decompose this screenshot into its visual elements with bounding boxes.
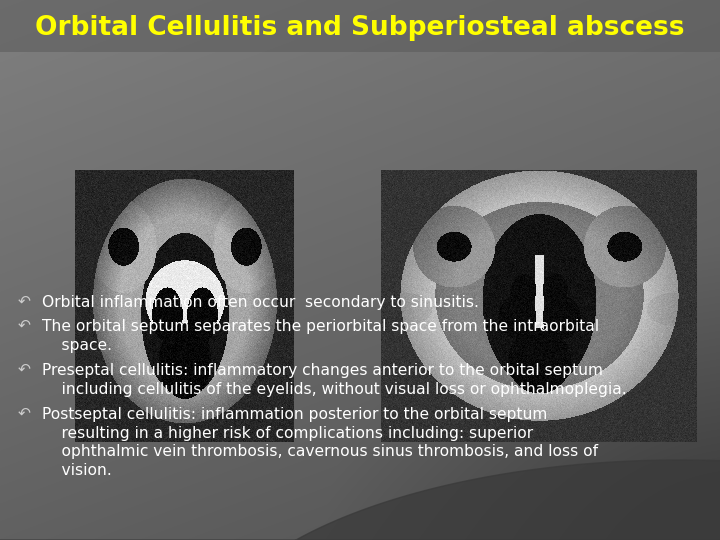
Text: ↶: ↶ (18, 295, 31, 310)
Text: The orbital septum separates the periorbital space from the intraorbital
    spa: The orbital septum separates the periorb… (42, 319, 599, 353)
Text: Orbital Cellulitis and Subperiosteal abscess: Orbital Cellulitis and Subperiosteal abs… (35, 15, 685, 41)
Text: ↶: ↶ (18, 407, 31, 422)
FancyBboxPatch shape (0, 0, 720, 52)
Text: ↶: ↶ (18, 319, 31, 334)
Text: Orbital inflammation often occur  secondary to sinusitis.: Orbital inflammation often occur seconda… (42, 295, 479, 310)
Polygon shape (0, 460, 720, 540)
Text: Preseptal cellulitis: inflammatory changes anterior to the orbital septum
    in: Preseptal cellulitis: inflammatory chang… (42, 363, 626, 396)
Text: Postseptal cellulitis: inflammation posterior to the orbital septum
    resultin: Postseptal cellulitis: inflammation post… (42, 407, 598, 478)
Text: ↶: ↶ (18, 363, 31, 378)
